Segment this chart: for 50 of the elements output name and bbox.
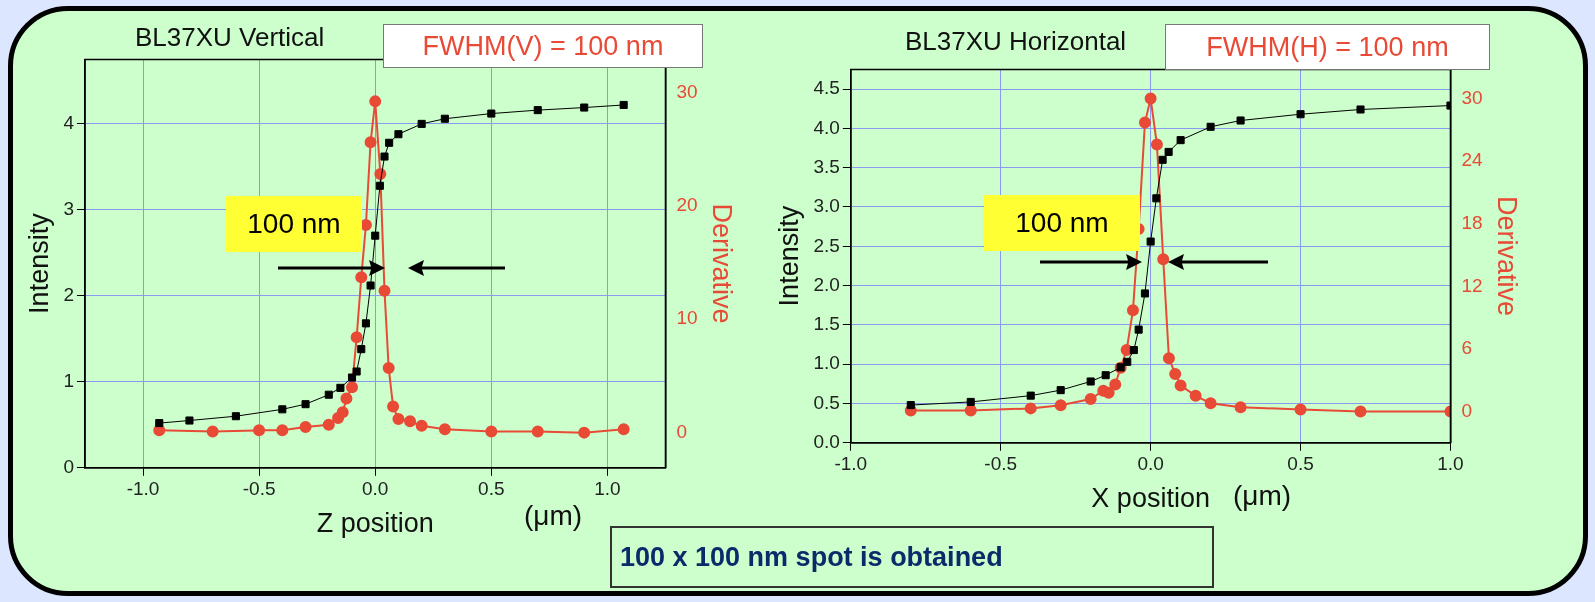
annotation: 100 nm xyxy=(226,196,362,252)
y-tick-label: 0 xyxy=(63,456,74,478)
x-tick-label: -1.0 xyxy=(834,453,868,475)
y2-tick-label: 0 xyxy=(676,420,688,442)
chart-title: BL37XU Horizontal xyxy=(905,26,1127,57)
y-tick-label: 2.0 xyxy=(813,273,840,295)
y2-tick-label: 18 xyxy=(1461,212,1483,233)
text: 100 x 100 nm spot is obtained xyxy=(610,526,1214,588)
x-tick-label: -0.5 xyxy=(242,478,276,500)
y2-axis-title: Derivative xyxy=(1492,196,1523,317)
x-tick-label: 0.5 xyxy=(1287,453,1314,475)
annotation: FWHM(V) = 100 nm xyxy=(383,24,703,68)
y-tick-label: 2 xyxy=(63,284,74,306)
x-tick-label: 0.0 xyxy=(362,478,389,500)
x-tick-label: -0.5 xyxy=(984,453,1018,475)
y2-axis-title: Derivative xyxy=(707,203,738,324)
y-tick-label: 4.0 xyxy=(813,116,840,138)
y-tick-label: 3.0 xyxy=(813,195,840,217)
text: (μm) xyxy=(524,500,583,532)
y-tick-label: 4 xyxy=(63,112,75,134)
y-tick-label: 3.5 xyxy=(813,155,840,177)
y2-tick-label: 30 xyxy=(676,80,698,102)
x-axis-title: Z position xyxy=(316,508,434,539)
y-tick-label: 1.5 xyxy=(813,313,840,335)
y-axis-title: Intensity xyxy=(23,212,54,314)
y2-tick-label: 20 xyxy=(676,193,698,215)
x-tick-label: 1.0 xyxy=(594,478,621,500)
y-tick-label: 2.5 xyxy=(813,234,840,256)
y-axis-title: Intensity xyxy=(773,205,804,307)
x-tick-label: -1.0 xyxy=(126,478,160,500)
y-tick-label: 4.5 xyxy=(813,77,840,99)
chart-title: BL37XU Vertical xyxy=(135,22,325,53)
text: FWHM(H) = 100 nm xyxy=(1165,24,1490,70)
y-tick-label: 1.0 xyxy=(813,352,840,374)
y2-tick-label: 30 xyxy=(1461,86,1483,108)
x-tick-label: 1.0 xyxy=(1437,453,1464,475)
y-tick-label: 0.5 xyxy=(813,391,840,413)
x-tick-label: 0.5 xyxy=(478,478,505,500)
text: (μm) xyxy=(1233,480,1292,512)
y2-tick-label: 12 xyxy=(1461,274,1483,296)
x-axis-title: X position xyxy=(1091,483,1210,514)
y-tick-label: 0.0 xyxy=(813,431,840,453)
y2-tick-label: 24 xyxy=(1461,149,1484,171)
y2-tick-label: 10 xyxy=(676,307,698,329)
y2-tick-label: 6 xyxy=(1461,337,1473,359)
y-tick-label: 1 xyxy=(63,370,74,392)
annotation: 100 nm xyxy=(984,195,1140,251)
x-tick-label: 0.0 xyxy=(1137,453,1164,475)
y2-tick-label: 0 xyxy=(1461,399,1473,421)
y-tick-label: 3 xyxy=(63,198,74,220)
